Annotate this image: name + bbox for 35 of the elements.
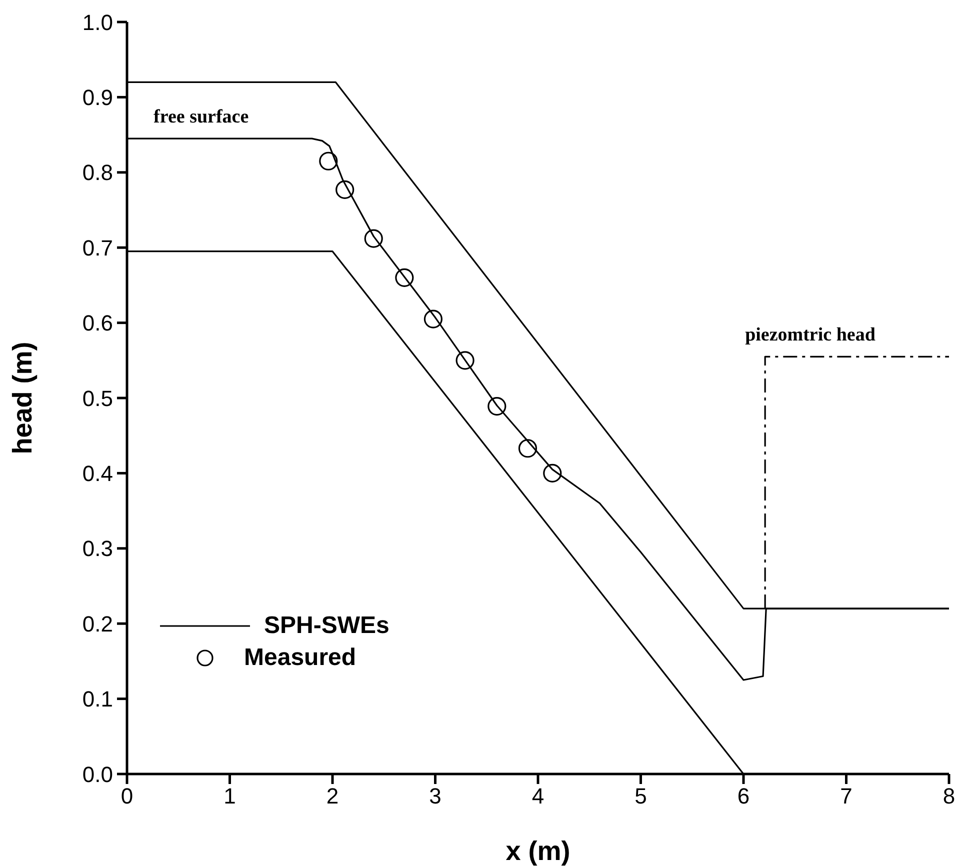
x-axis-title: x (m)	[506, 836, 570, 866]
point	[518, 439, 538, 458]
y-tick-label: 1.0	[82, 10, 113, 35]
x-tick-label: 8	[942, 784, 956, 809]
annotation: free surface	[154, 106, 249, 128]
legend-label: Measured	[244, 643, 356, 673]
point	[488, 396, 506, 416]
y-tick-label: 0.9	[82, 85, 113, 110]
y-tick-label: 0.4	[82, 461, 113, 486]
y-tick-label: 0.0	[82, 762, 113, 787]
point	[424, 310, 442, 328]
legend-label: SPH-SWEs	[264, 611, 390, 641]
point	[364, 229, 383, 248]
annotation: piezomtric head	[745, 324, 876, 346]
y-tick-label: 0.5	[82, 386, 113, 411]
y-tick-label: 0.6	[82, 310, 113, 336]
x-tick-label: 5	[634, 784, 647, 809]
point	[395, 268, 414, 287]
x-tick-label: 6	[737, 784, 750, 809]
x-tick-label: 3	[429, 784, 442, 809]
x-tick-label: 7	[840, 784, 852, 809]
x-tick-label: 4	[532, 784, 544, 809]
y-tick-label: 0.3	[82, 536, 113, 562]
point	[543, 464, 562, 482]
y-axis-title: head (m)	[8, 342, 38, 454]
point	[456, 351, 474, 370]
point	[319, 152, 338, 170]
y-tick-label: 0.7	[82, 235, 113, 260]
point	[336, 180, 354, 199]
y-tick-label: 0.2	[82, 611, 113, 636]
x-tick-label: 1	[224, 784, 236, 809]
x-tick-label: 0	[120, 784, 134, 809]
y-tick-label: 0.8	[82, 160, 113, 186]
y-tick-label: 0.1	[82, 686, 113, 712]
x-tick-label: 2	[326, 784, 339, 809]
